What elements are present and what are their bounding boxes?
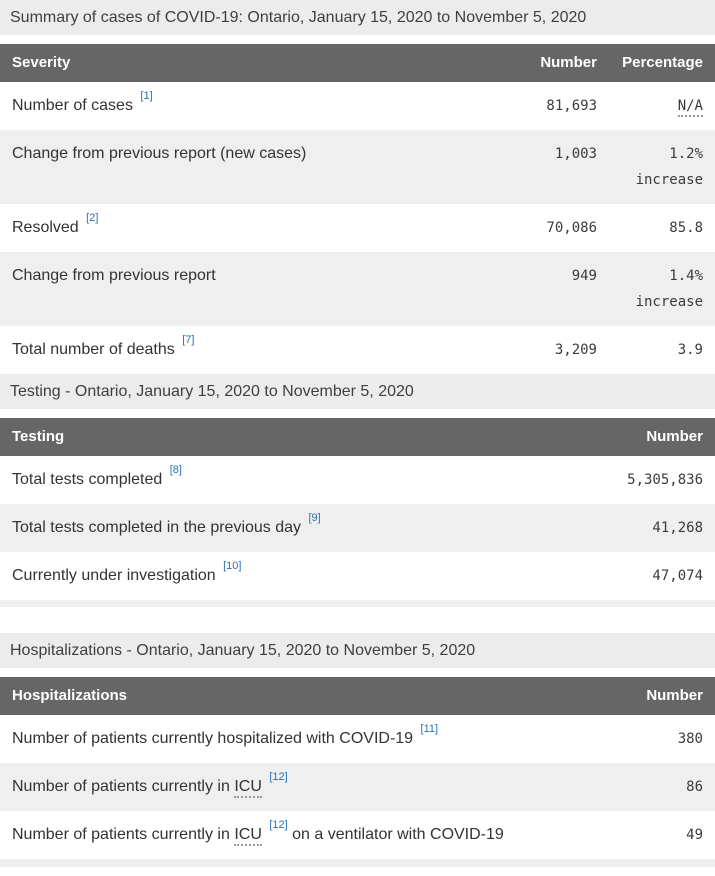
- table-row: Total tests completed [8] 5,305,836: [0, 456, 715, 504]
- footnote-link[interactable]: [9]: [308, 511, 321, 524]
- row-number: 1,003: [554, 146, 597, 162]
- testing-section-title: Testing - Ontario, January 15, 2020 to N…: [0, 374, 715, 409]
- table-row: Change from previous report (new cases) 1…: [0, 130, 715, 204]
- row-label-text: Number of patients currently hospitalize…: [12, 730, 414, 747]
- row-percentage: 1.2% increase: [597, 144, 703, 190]
- row-percentage: 1.4% increase: [597, 266, 703, 312]
- row-number: 70,086: [546, 220, 597, 236]
- hospitalizations-section: Hospitalizations - Ontario, January 15, …: [0, 633, 715, 867]
- row-label-text: Total number of deaths: [12, 341, 175, 358]
- row-number: 47,074: [652, 568, 703, 584]
- footnote-link[interactable]: [12]: [269, 818, 288, 831]
- footnote-link[interactable]: [7]: [182, 333, 195, 346]
- number-column-header: Number: [646, 428, 703, 445]
- row-label: Currently under investigation [10]: [12, 560, 613, 586]
- partial-row-strip: [0, 859, 715, 867]
- row-label: Change from previous report (new cases): [12, 144, 507, 164]
- number-column-header: Number: [646, 687, 703, 704]
- hospitalizations-table-body: Number of patients currently hospitalize…: [0, 715, 715, 859]
- percentage-value: 1.4%: [669, 268, 703, 284]
- footnote-link[interactable]: [10]: [223, 559, 242, 572]
- row-label-text: Currently under investigation: [12, 567, 216, 584]
- row-label: Number of patients currently in ICU [12]…: [12, 819, 613, 846]
- row-label-text: Number of patients currently in: [12, 826, 230, 843]
- severity-section: Summary of cases of COVID-19: Ontario, J…: [0, 0, 715, 374]
- testing-table-header: Testing Number: [0, 418, 715, 456]
- row-label: Number of cases [1]: [12, 90, 507, 116]
- row-label: Total tests completed [8]: [12, 464, 613, 490]
- partial-row-strip: [0, 600, 715, 607]
- footnote-link[interactable]: [8]: [169, 463, 182, 476]
- row-percentage: 3.9: [597, 340, 703, 360]
- footnote-link[interactable]: [12]: [269, 770, 288, 783]
- row-label: Resolved [2]: [12, 212, 507, 238]
- table-row: Number of cases [1] 81,693 N/A: [0, 82, 715, 130]
- footnote-link[interactable]: [2]: [86, 211, 99, 224]
- row-label-text: Change from previous report (new cases): [12, 145, 307, 162]
- hospitalizations-column-header: Hospitalizations: [12, 687, 128, 704]
- row-label-text: Total tests completed in the previous da…: [12, 519, 302, 536]
- table-row: Resolved [2] 70,086 85.8: [0, 204, 715, 252]
- row-number: 86: [686, 779, 703, 795]
- percentage-value: 3.9: [677, 342, 703, 358]
- row-number: 81,693: [546, 98, 597, 114]
- table-row: Number of patients currently hospitalize…: [0, 715, 715, 763]
- percentage-value: N/A: [677, 98, 703, 117]
- number-column-header: Number: [540, 54, 597, 71]
- row-label: Change from previous report: [12, 266, 507, 286]
- abbreviation: ICU: [234, 778, 262, 798]
- percentage-direction: increase: [635, 294, 703, 310]
- testing-table-body: Total tests completed [8] 5,305,836 Total …: [0, 456, 715, 600]
- row-number: 3,209: [554, 342, 597, 358]
- severity-column-header: Severity: [12, 54, 71, 71]
- percentage-value: 1.2%: [669, 146, 703, 162]
- footnote-link[interactable]: [11]: [420, 722, 439, 735]
- row-number: 949: [571, 268, 597, 284]
- row-label-text: Total tests completed: [12, 471, 163, 488]
- row-label-text: Resolved: [12, 219, 79, 236]
- row-label-text: Change from previous report: [12, 267, 216, 284]
- testing-section: Testing - Ontario, January 15, 2020 to N…: [0, 374, 715, 607]
- footnote-link[interactable]: [1]: [140, 89, 153, 102]
- row-percentage: 85.8: [597, 218, 703, 238]
- table-row: Number of patients currently in ICU [12]…: [0, 763, 715, 811]
- row-number: 5,305,836: [627, 472, 703, 488]
- row-label: Total number of deaths [7]: [12, 334, 507, 360]
- hospitalizations-section-title: Hospitalizations - Ontario, January 15, …: [0, 633, 715, 668]
- table-row: Total tests completed in the previous da…: [0, 504, 715, 552]
- table-row: Total number of deaths [7] 3,209 3.9: [0, 326, 715, 374]
- testing-column-header: Testing: [12, 428, 65, 445]
- severity-table-body: Number of cases [1] 81,693 N/A Change from …: [0, 82, 715, 374]
- page-title: Summary of cases of COVID-19: Ontario, J…: [0, 0, 715, 35]
- row-number: 41,268: [652, 520, 703, 536]
- row-label: Number of patients currently in ICU [12]: [12, 771, 613, 798]
- percentage-value: 85.8: [669, 220, 703, 236]
- abbreviation: ICU: [234, 826, 262, 846]
- row-label-text: Number of patients currently in: [12, 778, 230, 795]
- table-row: Currently under investigation [10] 47,074: [0, 552, 715, 600]
- percentage-column-header: Percentage: [622, 54, 703, 71]
- percentage-direction: increase: [635, 172, 703, 188]
- row-label-text: Number of cases: [12, 97, 133, 114]
- row-number: 49: [686, 827, 703, 843]
- hospitalizations-table-header: Hospitalizations Number: [0, 677, 715, 715]
- row-number: 380: [677, 731, 703, 747]
- row-label-suffix: on a ventilator with COVID-19: [292, 826, 504, 843]
- severity-table-header: Severity Number Percentage: [0, 44, 715, 82]
- table-row: Number of patients currently in ICU [12]…: [0, 811, 715, 859]
- table-row: Change from previous report 949 1.4% increa…: [0, 252, 715, 326]
- row-percentage: N/A: [597, 96, 703, 117]
- row-label: Number of patients currently hospitalize…: [12, 723, 613, 749]
- row-label: Total tests completed in the previous da…: [12, 512, 613, 538]
